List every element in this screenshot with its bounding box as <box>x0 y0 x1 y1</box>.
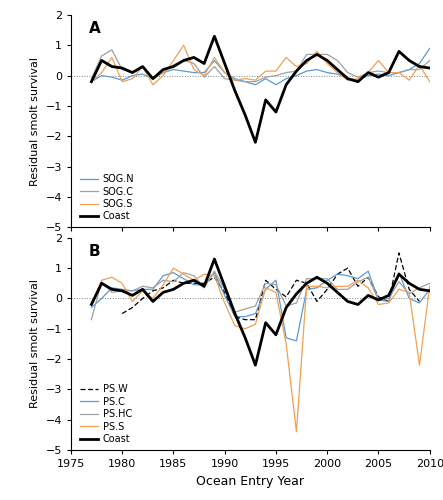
Legend: SOG.N, SOG.C, SOG.S, Coast: SOG.N, SOG.C, SOG.S, Coast <box>79 173 135 222</box>
X-axis label: Ocean Entry Year: Ocean Entry Year <box>196 474 304 488</box>
Text: A: A <box>89 22 101 36</box>
Legend: PS.W, PS.C, PS.HC, PS.S, Coast: PS.W, PS.C, PS.HC, PS.S, Coast <box>79 384 133 445</box>
Text: B: B <box>89 244 101 259</box>
Y-axis label: Residual smolt survival: Residual smolt survival <box>30 56 40 186</box>
Y-axis label: Residual smolt survival: Residual smolt survival <box>30 280 40 408</box>
